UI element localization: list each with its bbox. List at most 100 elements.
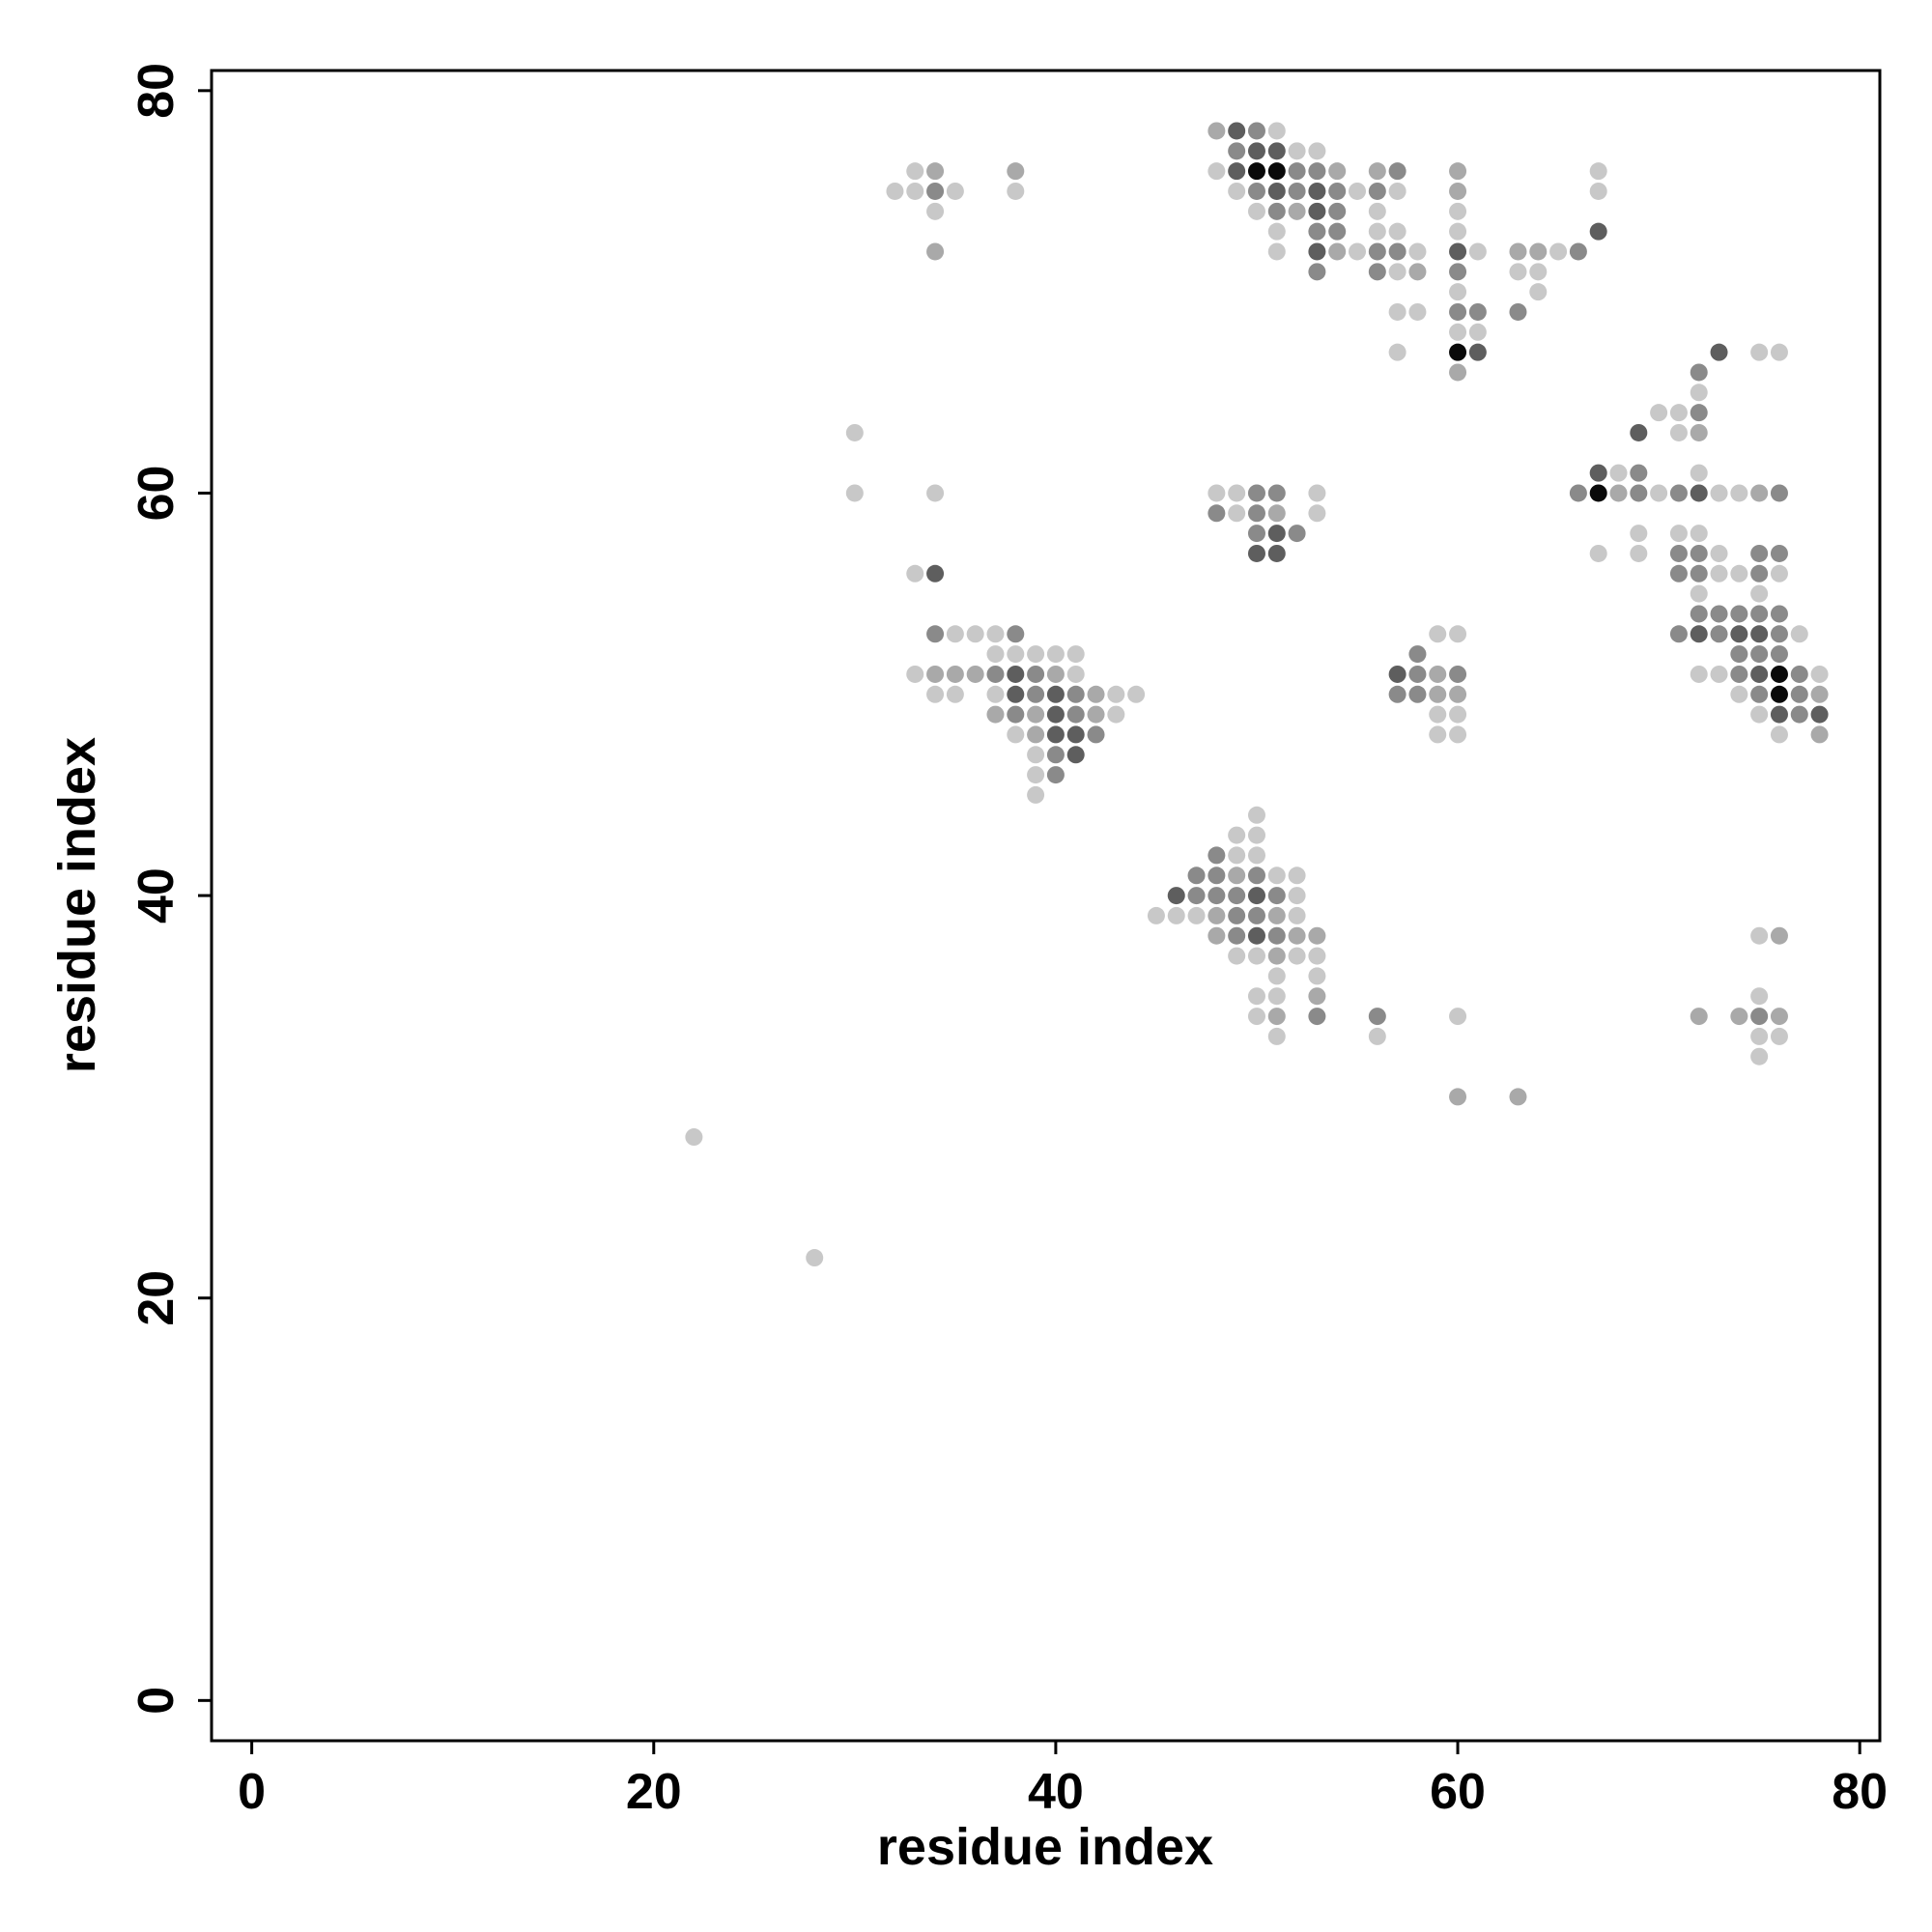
contact-point [1007, 162, 1025, 181]
contact-point [926, 484, 945, 502]
contact-point [1288, 142, 1306, 160]
contact-point [1529, 242, 1548, 261]
contact-point [1288, 525, 1306, 543]
contact-point [1308, 926, 1326, 945]
contact-point [1267, 504, 1286, 523]
contact-point [1750, 926, 1769, 945]
contact-point [1750, 564, 1769, 582]
contact-point [1267, 484, 1286, 502]
contact-point [1790, 665, 1808, 683]
contact-point [1127, 685, 1146, 703]
contact-point [1247, 806, 1265, 824]
contact-point [1046, 746, 1065, 764]
contact-point [1349, 182, 1367, 200]
contact-point [1208, 162, 1226, 181]
contact-point [1228, 906, 1246, 924]
contact-point [1267, 202, 1286, 220]
contact-point [946, 182, 964, 200]
contact-point [1770, 605, 1788, 623]
contact-point [1790, 705, 1808, 724]
x-axis-label: residue index [877, 1818, 1213, 1876]
contact-point [1247, 867, 1265, 885]
contact-point [1449, 725, 1467, 744]
contact-point [1429, 685, 1447, 703]
contact-point [1770, 926, 1788, 945]
contact-point [1288, 182, 1306, 200]
contact-point [1730, 645, 1748, 664]
contact-point [926, 202, 945, 220]
contact-point [1669, 544, 1688, 562]
contact-point [1267, 967, 1286, 985]
contact-point [1449, 302, 1467, 321]
contact-point [1690, 404, 1708, 422]
contact-point [1388, 162, 1406, 181]
contact-point [946, 665, 964, 683]
contact-point [1750, 645, 1769, 664]
contact-point [1750, 1047, 1769, 1065]
contact-point [1267, 906, 1286, 924]
contact-point [1087, 685, 1105, 703]
contact-point [1228, 162, 1246, 181]
contact-point [926, 685, 945, 703]
contact-point [1690, 665, 1708, 683]
contact-point [1810, 665, 1829, 683]
contact-point [1027, 785, 1045, 804]
contact-point [1007, 645, 1025, 664]
x-tick-label: 80 [1832, 1764, 1888, 1820]
contact-point [906, 564, 924, 582]
contact-point [926, 162, 945, 181]
contact-point [1449, 182, 1467, 200]
contact-point [1750, 685, 1769, 703]
contact-point [1529, 283, 1548, 301]
contact-point [986, 645, 1005, 664]
contact-point [986, 685, 1005, 703]
contact-point [1288, 202, 1306, 220]
contact-point [1308, 987, 1326, 1006]
contact-point [1408, 242, 1427, 261]
contact-point [1228, 867, 1246, 885]
contact-point [1046, 685, 1065, 703]
contact-point [1770, 685, 1788, 703]
contact-point [1690, 625, 1708, 643]
contact-point [1308, 182, 1326, 200]
contact-point [1408, 645, 1427, 664]
contact-point [1046, 725, 1065, 744]
contact-point [966, 665, 984, 683]
contact-point [1449, 625, 1467, 643]
contact-point [1790, 625, 1808, 643]
contact-point [1267, 887, 1286, 905]
contact-point [1710, 665, 1728, 683]
contact-point [1247, 182, 1265, 200]
contact-point [1027, 766, 1045, 784]
contact-point [1408, 665, 1427, 683]
contact-point [1247, 926, 1265, 945]
contact-point [1228, 504, 1246, 523]
contact-point [1187, 887, 1206, 905]
contact-point [1750, 584, 1769, 603]
contact-point [1267, 525, 1286, 543]
contact-point [1007, 665, 1025, 683]
contact-point [1328, 222, 1347, 241]
contact-point [1509, 263, 1527, 281]
contact-point [1730, 484, 1748, 502]
contact-point [1569, 242, 1587, 261]
contact-point [1449, 343, 1467, 361]
contact-point [1247, 906, 1265, 924]
contact-point [1027, 665, 1045, 683]
contact-point [1007, 705, 1025, 724]
contact-point [1228, 484, 1246, 502]
contact-point [1087, 705, 1105, 724]
contact-point [1247, 947, 1265, 965]
contact-point [1630, 484, 1648, 502]
contact-point [1046, 705, 1065, 724]
contact-point [1449, 665, 1467, 683]
contact-point [1730, 564, 1748, 582]
contact-point [1288, 887, 1306, 905]
x-tick-label: 0 [238, 1764, 266, 1820]
contact-point [1308, 967, 1326, 985]
contact-point [1308, 222, 1326, 241]
contact-point [986, 665, 1005, 683]
contact-point [1187, 867, 1206, 885]
contact-point [1267, 142, 1286, 160]
contact-point [1750, 987, 1769, 1006]
